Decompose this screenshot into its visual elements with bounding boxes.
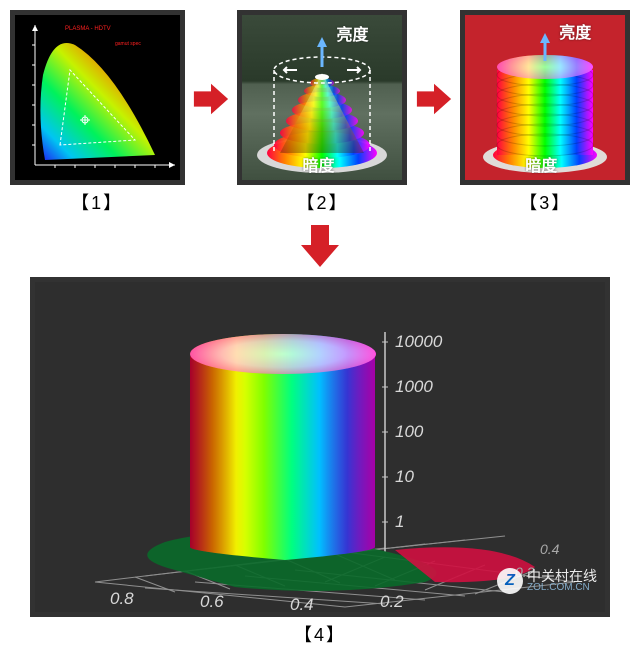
3d-volume-chart-icon: 10000 1000 100 10 1 0.8 0.6 0.4 0.2 0.4 …	[35, 282, 605, 612]
panel-1-label: 【1】	[71, 189, 123, 215]
darkness-label: 暗度	[302, 152, 334, 176]
arrow-right-icon	[415, 80, 453, 118]
xtick: 0.8	[110, 589, 134, 608]
arrow-right-icon	[192, 80, 230, 118]
watermark: Z 中关村在线 ZOL.COM.CN	[497, 568, 597, 594]
ytick: 10000	[395, 332, 443, 351]
panel-2-label: 【2】	[296, 189, 348, 215]
brightness-label: 亮度	[336, 21, 368, 45]
panel-3-wrap: 亮度 暗度 【3】	[460, 10, 630, 215]
panel-4-label: 【4】	[294, 621, 346, 647]
svg-text:gamut spec: gamut spec	[115, 41, 141, 47]
ytick: 1000	[395, 377, 433, 396]
cie-diagram-icon: PLASMA - HDTV gamut spec	[15, 15, 180, 180]
panel-2: 亮度 暗度	[237, 10, 407, 185]
panel-3-label: 【3】	[519, 189, 571, 215]
panel-4: 10000 1000 100 10 1 0.8 0.6 0.4 0.2 0.4 …	[30, 277, 610, 617]
ztick: 0.4	[540, 541, 560, 557]
darkness-label: 暗度	[525, 152, 557, 176]
panel-3: 亮度 暗度	[460, 10, 630, 185]
panel-1: PLASMA - HDTV gamut spec	[10, 10, 185, 185]
ytick: 100	[395, 422, 424, 441]
ytick: 1	[395, 512, 404, 531]
panel-1-wrap: PLASMA - HDTV gamut spec 【1】	[10, 10, 185, 215]
panel-4-wrap: 10000 1000 100 10 1 0.8 0.6 0.4 0.2 0.4 …	[0, 277, 640, 647]
watermark-logo-icon: Z	[497, 568, 523, 594]
brightness-label: 亮度	[559, 19, 591, 43]
xtick: 0.6	[200, 592, 224, 611]
panel1-title: PLASMA - HDTV	[65, 26, 111, 32]
watermark-line2: ZOL.COM.CN	[527, 583, 597, 593]
watermark-line1: 中关村在线	[527, 569, 597, 583]
xtick: 0.4	[290, 595, 314, 612]
panel-2-wrap: 亮度 暗度 【2】	[237, 10, 407, 215]
xtick: 0.2	[380, 592, 404, 611]
ytick: 10	[395, 467, 414, 486]
arrow-down-icon	[295, 221, 345, 271]
